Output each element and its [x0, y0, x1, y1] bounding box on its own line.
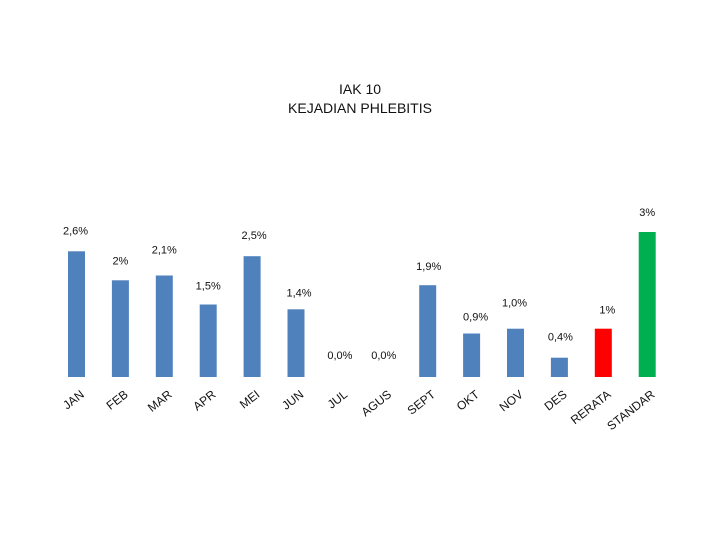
bar-mar [155, 275, 173, 377]
data-label-jun: 1,4% [286, 287, 311, 299]
data-label-feb: 2% [112, 255, 128, 267]
x-tick-sept: SEPT [405, 387, 439, 418]
bars-group [68, 232, 656, 377]
x-tick-jan: JAN [60, 387, 86, 412]
x-tick-feb: FEB [104, 387, 131, 412]
data-label-rerata: 1% [599, 305, 615, 317]
data-label-apr: 1,5% [196, 281, 221, 293]
data-label-mei: 2,5% [242, 230, 267, 242]
bar-sept [419, 285, 437, 377]
bar-mei [243, 256, 261, 377]
x-tick-apr: APR [190, 387, 218, 413]
data-label-standar: 3% [639, 207, 655, 219]
bar-standar [638, 232, 656, 377]
data-label-mar: 2,1% [152, 245, 177, 257]
chart-title: IAK 10 KEJADIAN PHLEBITIS [0, 80, 720, 118]
bar-rerata [594, 328, 612, 377]
x-tick-labels-group: JAN FEB MAR APR MEI JUN JUL AGUS SEPT OKT NOV DESRE… [60, 387, 657, 433]
x-tick-mar: MAR [145, 387, 175, 415]
bar-okt [463, 333, 481, 377]
x-tick-nov: NOV [497, 387, 526, 414]
bar-jun [287, 309, 305, 377]
chart-title-line-2: KEJADIAN PHLEBITIS [288, 100, 432, 116]
bar-nov [507, 328, 524, 377]
bar-apr [199, 304, 217, 377]
x-tick-mei: MEI [237, 387, 262, 411]
data-label-nov: 1,0% [502, 298, 527, 310]
bar-des [550, 357, 568, 377]
bar-jan [68, 251, 85, 377]
bar-feb [111, 280, 129, 377]
data-labels-group: 2,6% 2% 2,1% 1,5% 2,5% 1,4% 0,0% 0,0% 1,9% 0,9% 1,… [63, 207, 655, 362]
x-tick-des: DES [542, 387, 570, 413]
data-label-des: 0,4% [548, 332, 573, 344]
data-label-sept: 1,9% [416, 261, 441, 273]
x-tick-jul: JUL [325, 387, 351, 411]
x-tick-standar: STANDAR [604, 387, 657, 433]
data-label-jul: 0,0% [327, 350, 352, 362]
data-label-agus: 0,0% [371, 350, 396, 362]
x-tick-okt: OKT [454, 387, 483, 414]
x-tick-jun: JUN [279, 387, 306, 412]
data-label-okt: 0,9% [463, 312, 488, 324]
chart-title-line-1: IAK 10 [338, 81, 382, 97]
data-label-jan: 2,6% [63, 225, 88, 237]
x-tick-agus: AGUS [359, 387, 394, 419]
